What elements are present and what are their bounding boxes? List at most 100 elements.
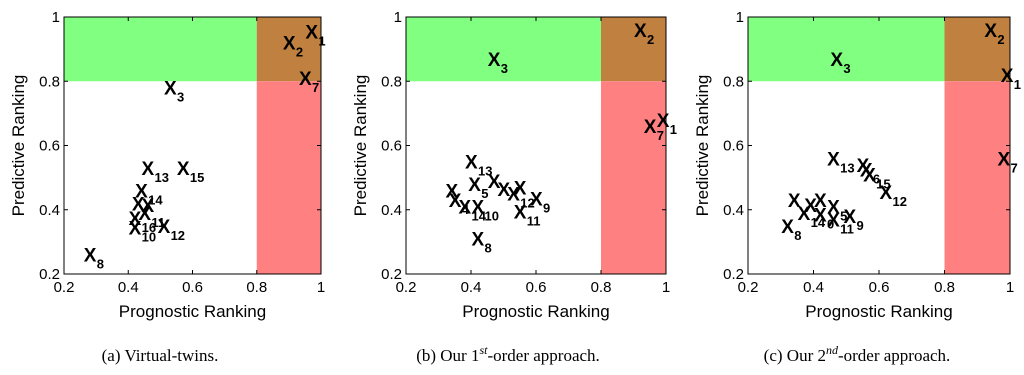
- x-tick-label: 1: [662, 279, 670, 296]
- data-point-subscript: 5: [840, 209, 847, 224]
- data-point-subscript: 10: [142, 229, 156, 244]
- data-point: X: [129, 209, 142, 230]
- data-point-subscript: 14: [148, 192, 163, 207]
- x-tick-label: 0.4: [803, 279, 824, 296]
- caption-superscript: st: [479, 343, 488, 357]
- y-tick-label: 0.8: [723, 73, 744, 90]
- data-point: X: [132, 194, 145, 215]
- data-point: X: [459, 198, 472, 219]
- data-point: X: [468, 175, 481, 196]
- x-tick-label: 0.8: [246, 279, 267, 296]
- data-point: X: [305, 22, 318, 43]
- x-axis-label: Prognostic Ranking: [119, 302, 266, 321]
- data-point-subscript: 1: [1014, 77, 1021, 92]
- data-point-subscript: 0: [827, 217, 834, 232]
- x-axis-label: Prognostic Ranking: [805, 302, 952, 321]
- data-point-subscript: 4: [462, 202, 470, 217]
- region-red: [944, 81, 1010, 274]
- data-point: X: [498, 180, 511, 201]
- data-point-subscript: 13: [155, 170, 169, 185]
- data-point-subscript: 2: [647, 32, 654, 47]
- data-point: X: [830, 50, 843, 71]
- data-point-subscript: 5: [481, 186, 488, 201]
- data-point: X: [177, 159, 190, 180]
- chart-panel-1: 0.2 0.4 0.6 0.8 1 0.2 0.4 0.6 0.8 1 Prognostic Ran…: [351, 9, 677, 365]
- data-point: X: [644, 117, 657, 138]
- data-point-subscript: 7: [657, 128, 664, 143]
- data-point-subscript: 11: [840, 221, 854, 236]
- data-point: X: [814, 191, 827, 212]
- caption-text: -order approach.: [838, 346, 950, 365]
- y-tick-label: 1: [736, 9, 744, 26]
- x-tick-label: 0.4: [118, 279, 139, 296]
- data-point: X: [158, 217, 171, 238]
- data-point-subscript: 10: [485, 209, 499, 224]
- y-tick-label: 0.6: [381, 138, 402, 155]
- data-point: X: [299, 69, 312, 90]
- data-point: X: [472, 230, 485, 251]
- data-point-subscript: 6: [873, 172, 880, 187]
- x-tick-label: 0.8: [591, 279, 612, 296]
- y-tick-label: 0.2: [39, 266, 60, 283]
- y-tick-label: 0.4: [723, 202, 744, 219]
- data-point: X: [798, 204, 811, 225]
- y-tick-label: 0.8: [381, 73, 402, 90]
- data-point: X: [657, 111, 670, 132]
- data-point: X: [514, 202, 527, 223]
- x-tick-label: 1: [317, 279, 325, 296]
- caption-superscript: nd: [826, 343, 839, 357]
- panel-caption: (b) Our 1st-order approach.: [416, 343, 600, 365]
- region-red: [601, 81, 666, 274]
- data-point: X: [135, 181, 148, 202]
- region-brown: [944, 17, 1010, 82]
- data-point: X: [863, 165, 876, 186]
- data-point: X: [488, 50, 501, 71]
- region-brown: [601, 17, 666, 82]
- data-point-subscript: 13: [478, 164, 492, 179]
- data-point: X: [788, 191, 801, 212]
- y-tick-label: 1: [394, 9, 402, 26]
- data-point-subscript: 3: [501, 61, 508, 76]
- data-point-subscript: 3: [177, 90, 184, 105]
- data-point-subscript: 2: [997, 32, 1004, 47]
- data-point-subscript: 11: [527, 213, 541, 228]
- data-point: X: [142, 159, 155, 180]
- y-tick-label: 0.2: [381, 266, 402, 283]
- x-tick-label: 0.8: [934, 279, 955, 296]
- data-point-subscript: 15: [190, 170, 204, 185]
- data-point: X: [164, 79, 177, 100]
- y-tick-label: 0.4: [381, 202, 402, 219]
- data-point-subscript: 14: [472, 209, 487, 224]
- panel-caption: (a) Virtual-twins.: [102, 346, 219, 365]
- region-green: [406, 17, 601, 82]
- data-point-subscript: 1: [318, 33, 325, 48]
- caption-text: (b) Our 1: [416, 346, 479, 365]
- data-point-subscript: 7: [1010, 160, 1017, 175]
- data-point: X: [844, 207, 857, 228]
- data-point: X: [997, 149, 1010, 170]
- data-point-subscript: 7: [312, 80, 319, 95]
- data-point: X: [781, 217, 794, 238]
- data-point-subscript: 13: [840, 160, 854, 175]
- x-tick-label: 0.4: [461, 279, 482, 296]
- data-point-subscript: 9: [543, 201, 550, 216]
- x-tick-label: 0.2: [396, 279, 417, 296]
- y-axis-label: Predictive Ranking: [351, 75, 370, 217]
- region-green: [748, 17, 945, 82]
- data-point: X: [507, 185, 520, 206]
- y-tick-label: 1: [52, 9, 60, 26]
- x-tick-label: 0.2: [738, 279, 759, 296]
- data-point: X: [465, 153, 478, 174]
- y-tick-label: 0.2: [723, 266, 744, 283]
- data-point: X: [827, 149, 840, 170]
- y-tick-label: 0.8: [39, 73, 60, 90]
- region-red: [256, 81, 321, 274]
- region-green: [64, 17, 257, 82]
- data-point: X: [446, 181, 459, 202]
- data-point: X: [634, 21, 647, 42]
- data-point: X: [880, 183, 893, 204]
- data-point-subscript: 8: [794, 228, 801, 243]
- data-point-subscript: 15: [876, 176, 890, 191]
- data-point: X: [514, 178, 527, 199]
